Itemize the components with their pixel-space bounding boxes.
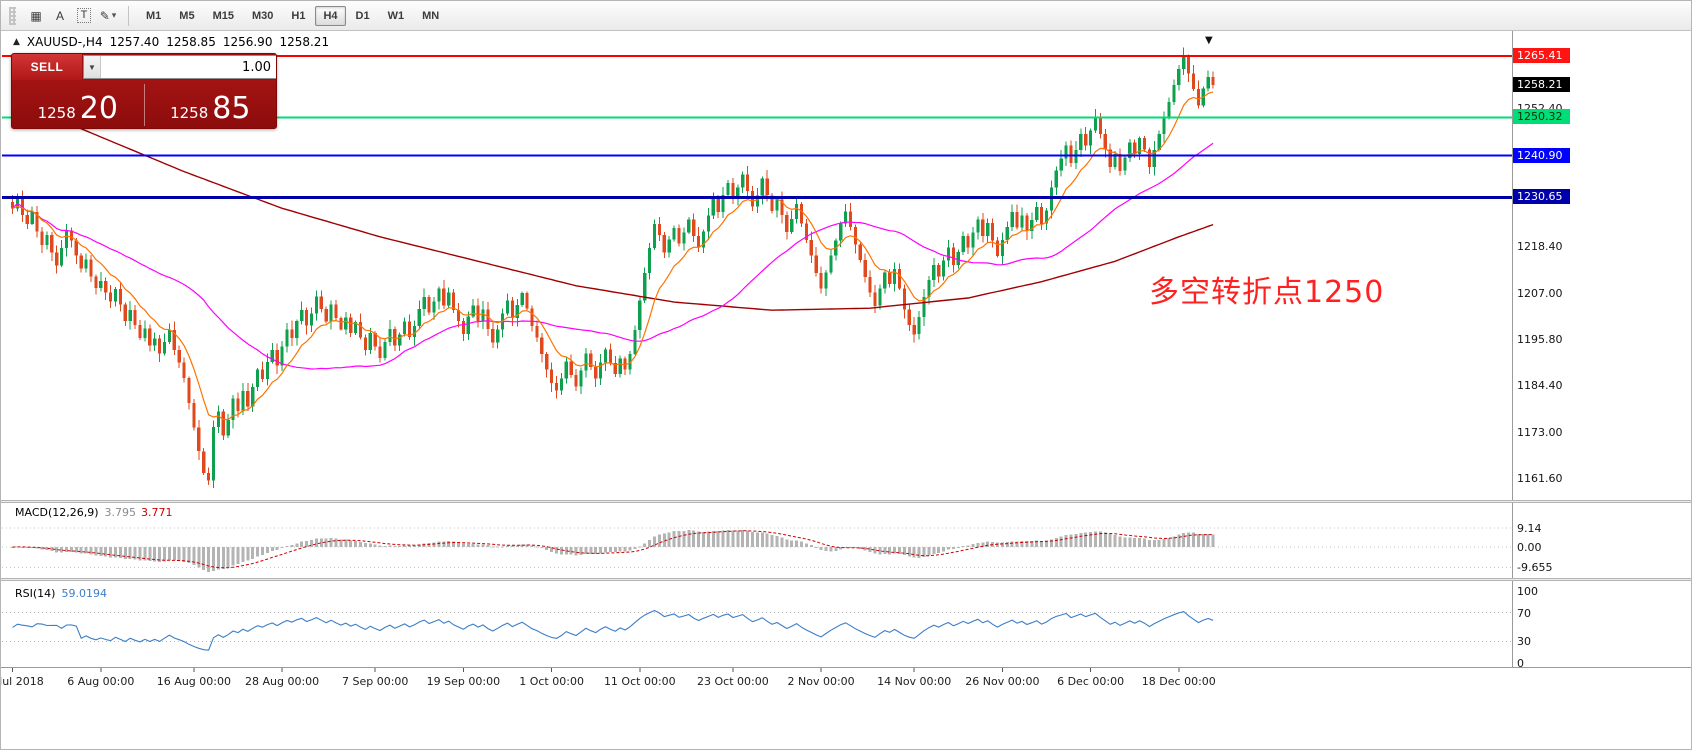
chart-grid-icon[interactable]: ▦ <box>24 5 48 27</box>
macd-indicator-label: MACD(12,26,9) 3.795 3.771 <box>15 506 173 519</box>
sell-price-pips: 20 <box>79 91 118 126</box>
text-annotation-icon[interactable]: A <box>48 5 72 27</box>
timeframe-button-h1[interactable]: H1 <box>283 6 313 26</box>
time-scale-border <box>1 667 1691 668</box>
volume-dropdown-icon[interactable]: ▼ <box>84 56 101 78</box>
price-scale-border <box>1512 31 1513 667</box>
macd-histogram <box>11 530 1215 572</box>
time-tick-label: 14 Nov 00:00 <box>877 675 952 688</box>
time-tick-label: 26 Nov 00:00 <box>965 675 1040 688</box>
time-tick-label: 6 Aug 00:00 <box>67 675 135 688</box>
price-tick-label: 1195.80 <box>1517 332 1563 346</box>
macd-scale-label: 9.14 <box>1517 521 1542 535</box>
ma-long-line <box>12 97 1214 311</box>
ma-fast-line <box>12 91 1214 421</box>
buy-price[interactable]: 1258 85 <box>145 80 277 128</box>
rsi-scale-label: 70 <box>1517 606 1531 620</box>
chart-symbol-period: XAUUSD-,H4 <box>26 35 103 49</box>
price-tick-label: 1184.40 <box>1517 379 1563 393</box>
chart-title: ▲ XAUUSD-,H4 1257.40 1258.85 1256.90 125… <box>13 35 329 49</box>
time-tick-label: 1 Oct 00:00 <box>519 675 584 688</box>
chart-window[interactable]: ▲ XAUUSD-,H4 1257.40 1258.85 1256.90 125… <box>0 31 1692 750</box>
chart-annotation-text: 多空转折点1250 <box>1149 275 1385 310</box>
time-tick-label: 6 Dec 00:00 <box>1057 675 1125 688</box>
trade-panel-prices: 1258 20 1258 85 <box>12 80 277 128</box>
time-tick-label: 18 Dec 00:00 <box>1141 675 1216 688</box>
trade-panel-top-row: SELL ▼ ▲ ▼ BUY <box>12 54 276 80</box>
rsi-value: 59.0194 <box>61 587 107 600</box>
timeframe-button-h4[interactable]: H4 <box>315 5 346 26</box>
top-toolbar: ▦ A T ✎ ▾ M1 M5 M15 M30 H1 H4 D1 W1 MN <box>1 1 1691 31</box>
volume-spinner: ▲ ▼ <box>276 56 277 78</box>
time-tick-label: 11 Oct 00:00 <box>603 675 676 688</box>
time-tick-label: 2 Nov 00:00 <box>787 675 855 688</box>
drawing-tools-group: ▦ A T ✎ ▾ <box>24 5 120 27</box>
rsi-scale-label: 30 <box>1517 635 1531 649</box>
timeframe-button-m15[interactable]: M15 <box>205 6 242 26</box>
chart-canvas[interactable] <box>1 31 1692 750</box>
ohlc-close: 1258.21 <box>279 35 330 49</box>
toolbar-drag-handle[interactable] <box>9 6 16 25</box>
ohlc-open: 1257.40 <box>109 35 160 49</box>
volume-input[interactable] <box>101 56 276 78</box>
panel-splitter-rsi[interactable] <box>1 578 1691 581</box>
sell-price[interactable]: 1258 20 <box>12 80 144 128</box>
sell-button[interactable]: SELL <box>12 54 82 80</box>
time-tick-label: 19 Sep 00:00 <box>426 675 501 688</box>
timeframe-button-mn[interactable]: MN <box>414 6 447 26</box>
timeframe-button-w1[interactable]: W1 <box>380 6 413 26</box>
timeframe-button-d1[interactable]: D1 <box>348 6 378 26</box>
timeframe-button-m1[interactable]: M1 <box>138 6 169 26</box>
macd-scale-label: 0.00 <box>1517 541 1542 554</box>
macd-name: MACD(12,26,9) <box>15 506 99 519</box>
sell-price-main: 1258 <box>37 104 76 122</box>
ohlc-low: 1256.90 <box>222 35 273 49</box>
macd-signal-value: 3.771 <box>141 506 173 519</box>
text-label-icon[interactable]: T <box>72 5 96 27</box>
price-tick-label: 1207.00 <box>1517 286 1563 300</box>
price-badge: 1240.90 <box>1513 147 1570 163</box>
rsi-indicator-label: RSI(14) 59.0194 <box>15 587 107 600</box>
rsi-scale-label: 100 <box>1517 585 1538 598</box>
price-badge: 1250.32 <box>1513 109 1570 125</box>
time-ticks <box>12 668 1180 672</box>
scroll-to-end-icon: ▼ <box>1205 35 1213 46</box>
macd-signal-line <box>12 530 1214 569</box>
time-tick-label: 16 Aug 00:00 <box>156 675 231 688</box>
candles-layer <box>11 47 1215 488</box>
timeframe-button-m5[interactable]: M5 <box>171 6 202 26</box>
timeframe-button-m30[interactable]: M30 <box>244 6 281 26</box>
one-click-trading-panel: SELL ▼ ▲ ▼ BUY 1258 20 1258 <box>11 53 277 129</box>
price-badge: 1265.41 <box>1513 47 1570 63</box>
time-tick-label: 7 Sep 00:00 <box>341 675 409 688</box>
macd-scale-label: -9.655 <box>1517 561 1553 575</box>
ohlc-high: 1258.85 <box>166 35 216 49</box>
price-tick-label: 1161.60 <box>1517 471 1563 485</box>
rsi-scale-label: 0 <box>1517 657 1524 670</box>
one-click-panel-toggle-icon[interactable]: ▲ <box>13 37 20 47</box>
price-tick-label: 1218.40 <box>1517 240 1563 254</box>
volume-control: ▼ ▲ ▼ <box>83 55 277 79</box>
time-tick-label: 25 Jul 2018 <box>0 675 44 688</box>
buy-price-main: 1258 <box>170 104 209 122</box>
draw-tools-icon[interactable]: ✎ ▾ <box>96 5 120 27</box>
draw-tools-icon-dropdown: ▾ <box>111 10 117 20</box>
toolbar-separator <box>128 5 129 26</box>
price-badge: 1230.65 <box>1513 189 1570 205</box>
timeframe-buttons-group: M1 M5 M15 M30 H1 H4 D1 W1 MN <box>137 5 448 26</box>
rsi-name: RSI(14) <box>15 587 56 600</box>
rsi-line <box>12 609 1214 651</box>
time-tick-label: 28 Aug 00:00 <box>245 675 320 688</box>
price-tick-label: 1173.00 <box>1517 425 1563 439</box>
trade-panel-divider <box>143 84 145 126</box>
price-badge: 1258.21 <box>1513 77 1570 93</box>
buy-price-pips: 85 <box>212 91 251 126</box>
time-tick-label: 23 Oct 00:00 <box>697 675 769 688</box>
panel-splitter-macd[interactable] <box>1 500 1691 503</box>
ma-mid-line <box>12 142 1214 370</box>
macd-main-value: 3.795 <box>104 506 137 519</box>
